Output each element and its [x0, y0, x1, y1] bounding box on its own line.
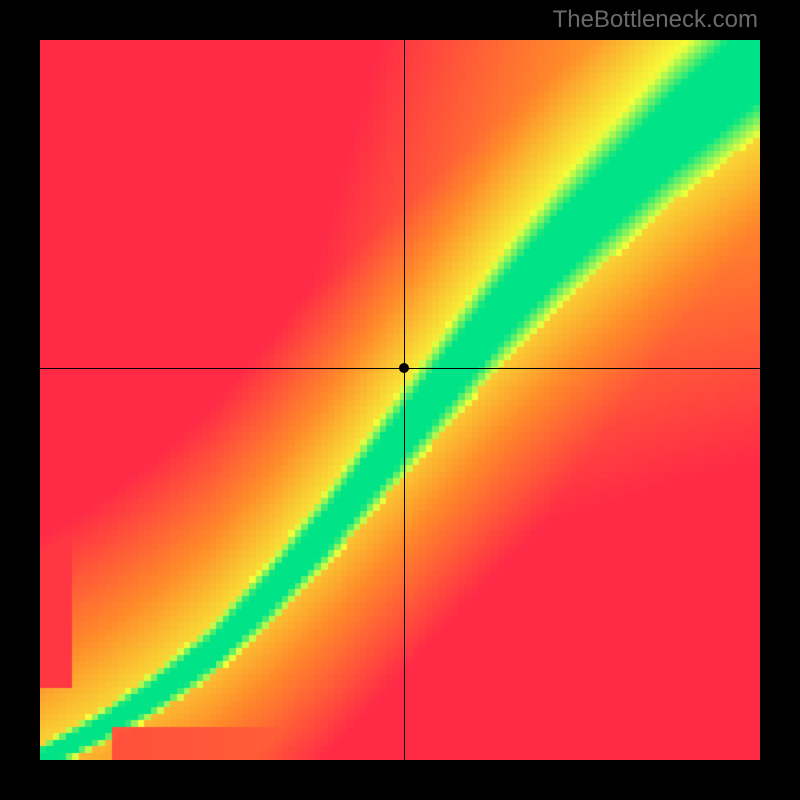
crosshair-vertical — [404, 40, 405, 760]
heatmap-plot — [40, 40, 760, 760]
crosshair-dot — [399, 363, 409, 373]
heatmap-canvas — [40, 40, 760, 760]
watermark-text: TheBottleneck.com — [553, 6, 758, 34]
